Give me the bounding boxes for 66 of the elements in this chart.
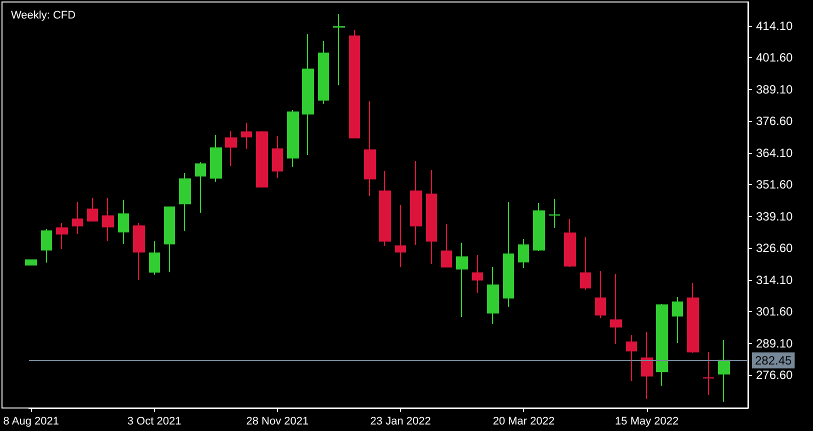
candlestick [41,228,52,264]
candlestick [441,224,452,268]
candlestick [641,332,653,400]
candlestick [210,134,222,182]
candlestick [195,162,206,214]
candlestick [256,130,268,188]
x-tick-label: 8 Aug 2021 [3,416,59,428]
x-tick-label: 15 May 2022 [615,416,679,428]
y-tick-label: 376.60 [756,114,794,128]
candlestick [595,270,606,319]
text: Weekly: CFD [11,10,76,22]
candlestick [472,254,483,294]
y-tick-label: 301.60 [756,304,794,319]
candlestick [426,169,437,264]
y-tick-label: 289.10 [756,336,794,350]
x-tick-label: 23 Jan 2022 [370,416,431,428]
candlestick [395,204,406,268]
candlestick [333,13,345,86]
candlestick [118,199,129,244]
candlestick [349,29,360,138]
y-tick-label: 414.10 [756,18,794,33]
candlestick [318,40,329,104]
y-tick-label: 339.10 [756,209,794,224]
candlestick [626,334,637,382]
y-tick-label: 276.60 [756,368,794,382]
candlestick [87,197,98,222]
y-tick-label: 314.10 [756,272,794,287]
candlestick [410,160,422,246]
candlestick [379,170,391,246]
candlestick [72,201,83,234]
candlestick [549,198,560,228]
candlestick [287,109,299,168]
candlestick [564,218,576,268]
y-tick-label: 364.10 [756,146,794,160]
y-tick-label: 389.10 [756,82,794,96]
candlestick [102,197,114,242]
candlestick [456,242,468,318]
candlestick [656,303,668,386]
ref-line-label: 282.45 [755,353,792,368]
y-tick-label: 351.60 [756,178,794,192]
candlestick [225,130,237,167]
candlestick [718,339,730,402]
candlestick [672,296,683,344]
candlestick [518,238,529,269]
candlestick [302,34,314,156]
candlestick [149,240,160,276]
candlestick [364,100,376,196]
x-tick-label: 3 Oct 2021 [127,416,182,428]
candlestick [503,201,514,308]
x-tick-label: 28 Nov 2021 [246,416,309,428]
candlestick [164,206,175,273]
candlestick [179,172,191,232]
candlestick [241,122,252,150]
candlestick [272,135,283,179]
candlestick [610,273,622,344]
candlestick [487,266,499,324]
candlestick [25,259,37,266]
x-tick-label: 20 Mar 2022 [492,416,555,428]
candlestick [56,222,68,250]
candlestick [580,236,591,290]
candlestick [703,351,714,396]
y-tick-label: 326.60 [756,241,794,256]
y-tick-label: 401.60 [756,50,794,65]
candlestick [687,282,699,354]
candlestick [533,202,545,252]
candlestick [133,222,145,280]
